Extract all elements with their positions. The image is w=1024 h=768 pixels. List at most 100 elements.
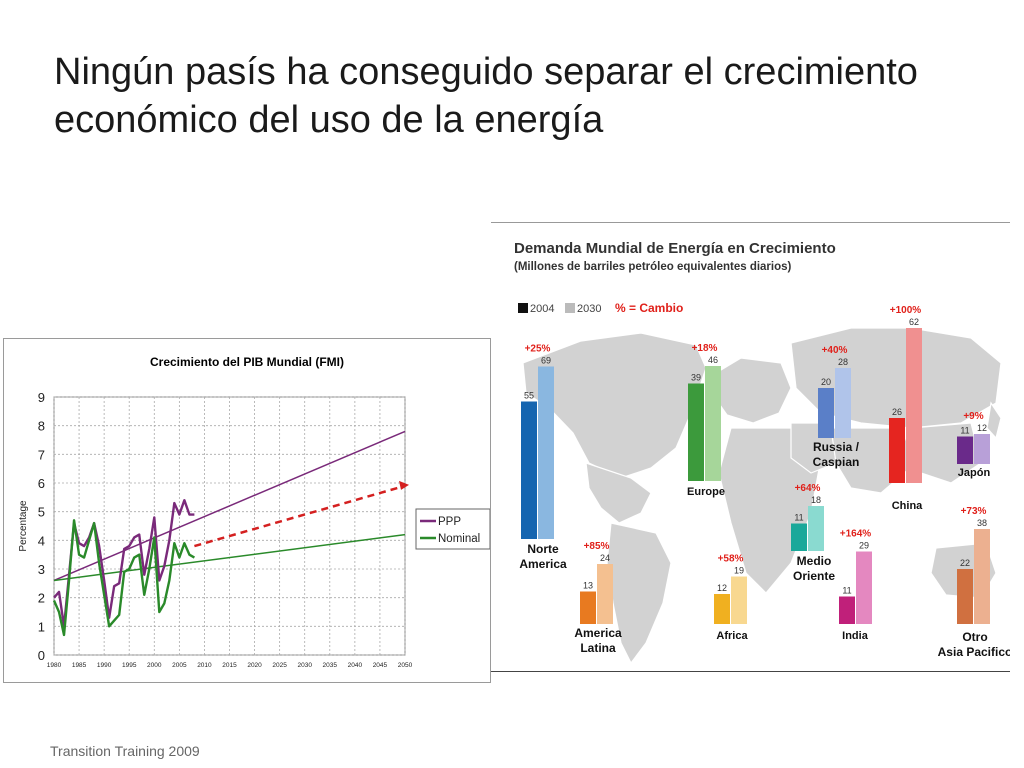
region-change-label: +100% <box>890 305 922 316</box>
bar-2004-value-label: 11 <box>794 513 803 523</box>
bar-2004-value-label: 11 <box>842 586 851 596</box>
bar-2030-value-label: 29 <box>859 541 869 551</box>
legend-change-label: % = Cambio <box>615 301 683 315</box>
bar-2030-3 <box>906 328 922 483</box>
gdp-x-tick-label: 2010 <box>197 662 212 669</box>
gdp-y-tick-label: 2 <box>38 591 45 606</box>
bar-2004-value-label: 20 <box>821 377 831 387</box>
gdp-legend-box <box>415 508 490 550</box>
region-name-label: America <box>574 626 622 640</box>
map-landmass-10 <box>986 401 1002 440</box>
bar-2004-0 <box>521 401 537 539</box>
legend-label-2004: 2004 <box>530 303 554 315</box>
bar-2004-2 <box>818 388 834 438</box>
region-name-label: Oriente <box>793 569 835 583</box>
legend-swatch-2004 <box>518 303 528 313</box>
gdp-x-tick-label: 2015 <box>222 662 237 669</box>
region-change-label: +25% <box>525 344 551 355</box>
gdp-x-tick-label: 2045 <box>373 662 388 669</box>
bar-2030-value-label: 24 <box>600 553 610 563</box>
bar-2004-value-label: 13 <box>583 581 593 591</box>
bar-2030-9 <box>974 529 990 624</box>
gdp-x-tick-label: 1980 <box>47 662 62 669</box>
gdp-x-tick-label: 2050 <box>398 662 413 669</box>
bar-2030-1 <box>705 366 721 481</box>
bar-2004-value-label: 12 <box>717 583 727 593</box>
gdp-legend-label: Nominal <box>438 533 480 545</box>
footer-text: Transition Training 2009 <box>50 743 200 759</box>
bar-2030-value-label: 62 <box>909 317 919 327</box>
bar-2004-7 <box>714 594 730 624</box>
gdp-x-tick-label: 2005 <box>172 662 187 669</box>
region-change-label: +18% <box>692 343 718 354</box>
gdp-series-line-nominal <box>52 519 195 637</box>
bar-2004-9 <box>957 569 973 624</box>
region-change-label: +40% <box>822 345 848 356</box>
bar-2004-value-label: 22 <box>960 558 970 568</box>
region-change-label: +85% <box>584 541 610 552</box>
gdp-trend-line-0 <box>53 430 406 582</box>
bar-2004-value-label: 55 <box>524 391 534 401</box>
gdp-chart-title: Crecimiento del PIB Mundial (FMI) <box>149 355 344 369</box>
gdp-y-tick-label: 5 <box>38 505 45 520</box>
region-name-label: India <box>842 630 869 642</box>
slide-title: Ningún pasís ha conseguido separar el cr… <box>54 51 918 141</box>
bar-2030-value-label: 28 <box>838 357 848 367</box>
bar-2030-value-label: 12 <box>977 423 987 433</box>
bar-2030-value-label: 38 <box>977 518 987 528</box>
gdp-legend-label: PPP <box>438 516 461 528</box>
gdp-growth-chart: 0 1 2 3 4 5 6 7 8 9 1980 1985 1990 1995 2000 2005 2010 20… <box>3 338 491 683</box>
gdp-y-tick-label: 7 <box>38 447 45 462</box>
legend-label-2030: 2030 <box>577 303 601 315</box>
gdp-x-tick-label: 2040 <box>348 662 363 669</box>
gdp-x-tick-label: 1995 <box>122 662 137 669</box>
energy-chart-svg: 2004 2030% = Cambio5569+25%NorteAmerica39… <box>518 301 1010 665</box>
region-change-label: +58% <box>718 554 744 565</box>
region-name-label: Latina <box>580 641 616 655</box>
region-change-label: +164% <box>840 529 872 540</box>
gdp-x-tick-label: 2000 <box>147 662 162 669</box>
gdp-y-tick-label: 9 <box>38 390 45 405</box>
bar-2030-value-label: 19 <box>734 566 744 576</box>
region-name-label: Asia Pacifico <box>938 645 1010 659</box>
region-name-label: Caspian <box>813 455 860 469</box>
region-name-label: China <box>892 500 923 512</box>
region-name-label: Japón <box>958 467 991 479</box>
bar-2030-value-label: 69 <box>541 356 551 366</box>
bar-2030-value-label: 46 <box>708 355 718 365</box>
gdp-x-tick-label: 2025 <box>272 662 287 669</box>
gdp-y-tick-label: 3 <box>38 562 45 577</box>
region-name-label: Europe <box>687 486 725 498</box>
gdp-y-axis-label: Percentage <box>18 500 29 552</box>
gdp-trend-line-2 <box>194 484 406 548</box>
gdp-x-tick-label: 2020 <box>247 662 262 669</box>
region-name-label: Russia / <box>813 440 860 454</box>
gdp-trend-arrowhead <box>399 480 409 490</box>
gdp-y-tick-label: 4 <box>38 533 45 548</box>
gdp-y-tick-label: 6 <box>38 476 45 491</box>
bar-2004-value-label: 11 <box>960 426 969 436</box>
gdp-y-tick-label: 0 <box>38 648 45 663</box>
bar-2004-8 <box>839 596 855 624</box>
gdp-x-tick-label: 2030 <box>297 662 312 669</box>
bar-2004-4 <box>957 436 973 464</box>
bar-2030-6 <box>597 564 613 624</box>
map-landmass-1 <box>585 462 652 524</box>
region-name-label: America <box>519 557 567 571</box>
legend-swatch-2030 <box>565 303 575 313</box>
gdp-y-tick-label: 8 <box>38 419 45 434</box>
map-landmass-3 <box>712 357 792 424</box>
gdp-chart-svg: 0 1 2 3 4 5 6 7 8 9 1980 1985 1990 1995 2000 2005 2010 20… <box>18 390 490 669</box>
energy-chart-title: Demanda Mundial de Energía en Crecimient… <box>514 240 836 257</box>
region-name-label: Africa <box>716 630 748 642</box>
gdp-x-tick-label: 2035 <box>323 662 338 669</box>
bar-2004-5 <box>791 523 807 551</box>
gdp-y-tick-label: 1 <box>38 619 45 634</box>
region-name-label: Otro <box>962 630 987 644</box>
bar-2030-0 <box>538 366 554 539</box>
bar-2004-6 <box>580 591 596 624</box>
bar-2030-8 <box>856 551 872 624</box>
region-change-label: +64% <box>795 483 821 494</box>
gdp-trend-line-1 <box>53 533 406 582</box>
bar-2004-value-label: 26 <box>892 407 902 417</box>
